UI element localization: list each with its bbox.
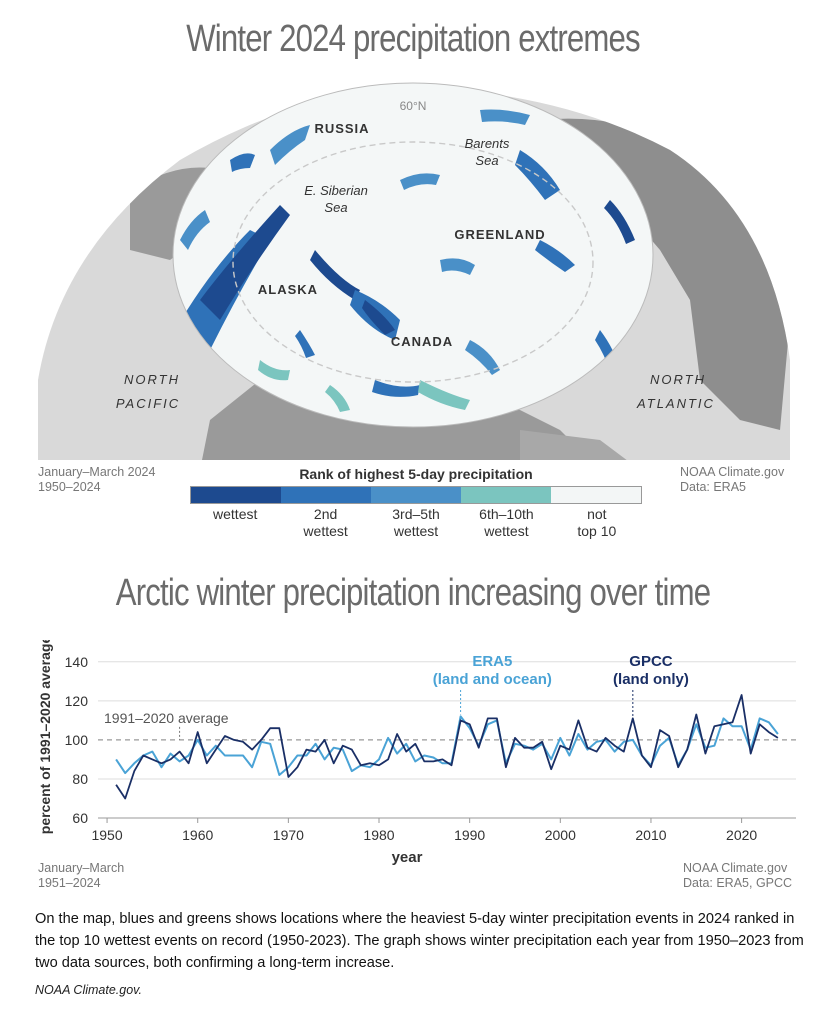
legend-swatch-5	[551, 487, 641, 503]
map-credit: NOAA Climate.gov Data: ERA5	[680, 465, 784, 495]
x-tick-label: 2000	[545, 827, 576, 843]
label-alaska: ALASKA	[258, 282, 318, 297]
legend-label-line2: top 10	[577, 523, 617, 539]
x-axis-label: year	[392, 849, 423, 866]
y-tick-label: 60	[72, 810, 88, 826]
y-tick-label: 120	[65, 693, 89, 709]
annotations: ERA5(land and ocean) GPCC(land only)	[433, 653, 689, 717]
chart-period-text: January–March	[38, 861, 125, 875]
axes: 60 80 100 120 140 1950 1960 1970 1980 1990 2000 201…	[37, 640, 796, 866]
series-lines	[115, 694, 779, 800]
label-russia: RUSSIA	[314, 121, 369, 136]
legend-label-4: 6th–10th wettest	[461, 506, 551, 540]
reference-line-label: 1991–2020 average	[104, 710, 229, 726]
x-tick-label: 2010	[635, 827, 666, 843]
chart-period: January–March 1951–2024	[38, 861, 124, 891]
series-annotation-era5: (land and ocean)	[433, 671, 552, 688]
legend-label-line1: not	[587, 506, 607, 522]
map-title: Winter 2024 precipitation extremes	[186, 18, 640, 60]
precip-oval	[172, 82, 654, 428]
series-annotation-gpcc: GPCC	[629, 653, 673, 670]
series-line-gpcc	[115, 694, 779, 800]
y-axis-label: percent of 1991–2020 average	[37, 640, 53, 834]
legend-label-line1: 2nd	[313, 506, 338, 522]
legend-swatch-1	[191, 487, 281, 503]
legend-swatch-3	[371, 487, 461, 503]
x-tick-label: 2020	[726, 827, 757, 843]
legend-label-line1: wettest	[213, 506, 258, 522]
legend-swatch-2	[281, 487, 371, 503]
chart-credit: NOAA Climate.gov Data: ERA5, GPCC	[683, 861, 792, 891]
legend-label-1: wettest	[190, 506, 280, 540]
label-barents: Barents	[465, 136, 510, 151]
x-tick-label: 1970	[273, 827, 304, 843]
legend-label-3: 3rd–5th wettest	[371, 506, 461, 540]
label-greenland: GREENLAND	[454, 227, 545, 242]
map-data-source: Data: ERA5	[680, 480, 747, 494]
x-tick-label: 1980	[363, 827, 394, 843]
y-tick-label: 100	[65, 732, 89, 748]
legend-label-line2: wettest	[303, 523, 348, 539]
legend-label-line2: wettest	[484, 523, 529, 539]
map-baseline-text: 1950–2024	[38, 480, 101, 494]
label-latitude: 60°N	[400, 99, 427, 113]
y-tick-label: 140	[65, 654, 89, 670]
legend-labels: wettest 2nd wettest 3rd–5th wettest 6th–10th w…	[190, 506, 642, 540]
label-north-pacific-2: PACIFIC	[116, 396, 180, 411]
precipitation-line-chart: 1991–2020 average 60 80 100 120 140 1950 1960 1…	[37, 640, 796, 866]
label-north-atlantic-1: NORTH	[650, 372, 706, 387]
label-siberian: E. Siberian	[304, 183, 368, 198]
x-tick-label: 1950	[91, 827, 122, 843]
legend-label-2: 2nd wettest	[280, 506, 370, 540]
y-tick-label: 80	[72, 771, 88, 787]
reference-line: 1991–2020 average	[98, 710, 796, 741]
map-credit-text: NOAA Climate.gov	[680, 465, 785, 479]
map-period: January–March 2024 1950–2024	[38, 465, 155, 495]
x-tick-label: 1990	[454, 827, 485, 843]
map-period-text: January–March 2024	[38, 465, 156, 479]
label-barents-2: Sea	[475, 153, 498, 168]
legend-label-line1: 3rd–5th	[392, 506, 440, 522]
legend-title: Rank of highest 5-day precipitation	[299, 466, 533, 482]
label-siberian-2: Sea	[324, 200, 347, 215]
x-tick-label: 1960	[182, 827, 213, 843]
chart-title: Arctic winter precipitation increasing o…	[115, 572, 711, 614]
caption: On the map, blues and greens shows locat…	[35, 908, 805, 974]
caption-text: On the map, blues and greens shows locat…	[35, 911, 804, 971]
legend-label-5: not top 10	[552, 506, 642, 540]
chart-credit-text: NOAA Climate.gov	[683, 861, 788, 875]
arctic-precipitation-map: RUSSIA Barents Sea E. Siberian Sea GREEN…	[38, 82, 790, 460]
caption-source: NOAA Climate.gov.	[35, 983, 142, 997]
label-canada: CANADA	[391, 334, 453, 349]
map-labels: RUSSIA Barents Sea E. Siberian Sea GREEN…	[116, 99, 715, 411]
chart-years-text: 1951–2024	[38, 876, 101, 890]
legend-label-line1: 6th–10th	[479, 506, 534, 522]
label-north-atlantic-2: ATLANTIC	[636, 396, 715, 411]
series-annotation-gpcc: (land only)	[613, 671, 689, 688]
chart-data-source: Data: ERA5, GPCC	[683, 876, 793, 890]
legend-swatch-4	[461, 487, 551, 503]
legend-label-line2: wettest	[393, 523, 439, 539]
series-annotation-era5: ERA5	[472, 653, 512, 670]
legend-color-bar	[190, 486, 642, 504]
label-north-pacific-1: NORTH	[124, 372, 180, 387]
